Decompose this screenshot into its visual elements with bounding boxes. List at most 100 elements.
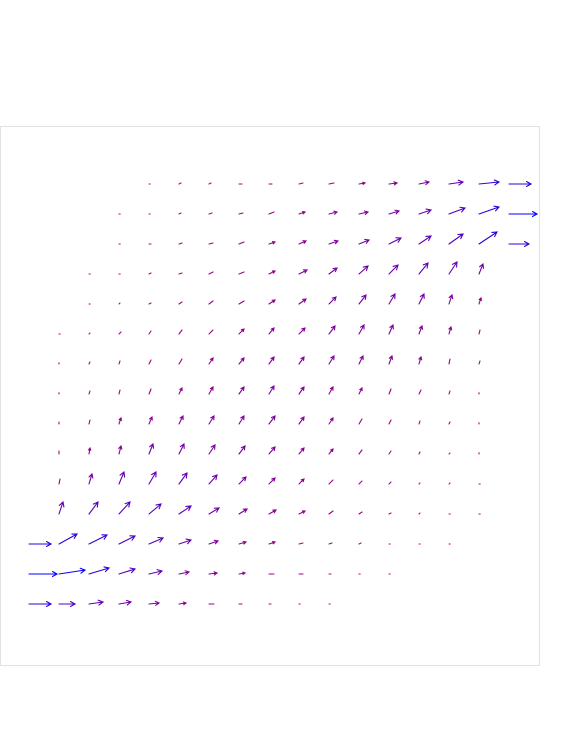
arrow xyxy=(268,477,276,485)
arrow xyxy=(328,510,334,515)
arrow xyxy=(448,390,451,395)
arrow xyxy=(358,511,363,515)
arrow xyxy=(328,355,335,365)
arrow xyxy=(178,182,182,185)
arrow xyxy=(358,480,363,485)
arrow xyxy=(418,482,421,485)
arrow xyxy=(148,388,152,395)
arrow xyxy=(118,535,137,545)
arrow xyxy=(238,540,248,545)
arrow xyxy=(298,542,304,545)
arrow xyxy=(418,389,422,395)
arrow xyxy=(208,271,214,275)
arrow xyxy=(148,330,152,335)
arrow xyxy=(358,181,367,186)
arrow xyxy=(58,478,61,485)
arrow xyxy=(268,540,277,545)
arrow xyxy=(268,327,275,335)
arrow xyxy=(238,476,247,485)
arrow xyxy=(238,445,246,455)
arrow xyxy=(118,470,126,485)
arrow xyxy=(328,296,337,305)
arrow xyxy=(208,386,214,395)
arrow xyxy=(448,421,451,425)
arrow xyxy=(418,208,433,215)
arrow xyxy=(358,324,365,335)
arrow xyxy=(208,300,214,305)
arrow xyxy=(298,447,305,455)
arrow xyxy=(208,182,212,185)
arrow xyxy=(88,332,91,335)
arrow xyxy=(208,357,214,365)
arrow xyxy=(58,600,77,608)
arrow xyxy=(388,323,394,335)
arrow xyxy=(298,298,307,305)
plot-frame xyxy=(0,126,540,666)
arrow xyxy=(328,386,334,395)
arrow xyxy=(178,272,183,275)
arrow xyxy=(268,446,276,455)
arrow xyxy=(418,292,425,305)
arrow xyxy=(388,481,392,485)
arrow xyxy=(268,270,277,275)
arrow xyxy=(238,328,245,335)
arrow xyxy=(508,240,531,248)
arrow xyxy=(88,419,91,425)
arrow xyxy=(298,416,305,425)
arrow xyxy=(328,182,335,185)
arrow xyxy=(208,212,213,215)
arrow xyxy=(478,296,483,305)
arrow xyxy=(358,210,370,215)
arrow xyxy=(328,542,333,545)
arrow xyxy=(388,354,394,365)
arrow xyxy=(28,540,53,548)
arrow xyxy=(178,538,193,545)
arrow xyxy=(328,479,334,485)
arrow xyxy=(418,324,424,335)
arrow xyxy=(118,501,131,515)
arrow xyxy=(238,300,245,305)
arrow xyxy=(478,329,481,335)
arrow xyxy=(268,415,276,425)
arrow xyxy=(178,570,191,576)
arrow xyxy=(178,386,183,395)
arrow xyxy=(87,446,92,455)
arrow xyxy=(88,566,111,575)
arrow xyxy=(28,570,59,578)
arrow xyxy=(298,327,306,335)
arrow xyxy=(388,181,399,186)
arrow xyxy=(118,567,137,575)
arrow xyxy=(268,240,277,245)
arrow xyxy=(58,500,65,515)
arrow xyxy=(178,212,182,215)
arrow xyxy=(358,265,369,275)
arrow xyxy=(208,242,214,245)
arrow xyxy=(88,472,94,485)
arrow xyxy=(448,452,451,455)
arrow xyxy=(448,233,464,245)
arrow xyxy=(418,180,431,186)
arrow xyxy=(238,386,245,395)
arrow xyxy=(448,293,454,305)
arrow xyxy=(238,508,248,515)
arrow xyxy=(478,179,501,186)
arrow xyxy=(448,261,458,275)
arrow xyxy=(88,534,109,545)
arrow xyxy=(448,206,467,215)
arrow xyxy=(478,262,485,275)
arrow xyxy=(448,482,451,485)
arrow xyxy=(118,389,121,395)
arrow xyxy=(118,302,121,305)
arrow xyxy=(388,209,401,215)
arrow xyxy=(448,179,465,186)
arrow xyxy=(178,358,183,365)
arrow xyxy=(148,471,157,485)
arrow xyxy=(268,356,275,365)
arrow xyxy=(208,474,218,485)
arrow xyxy=(358,386,363,395)
arrow xyxy=(178,301,183,305)
arrow xyxy=(298,356,305,365)
arrow xyxy=(478,231,498,245)
arrow xyxy=(298,240,308,245)
